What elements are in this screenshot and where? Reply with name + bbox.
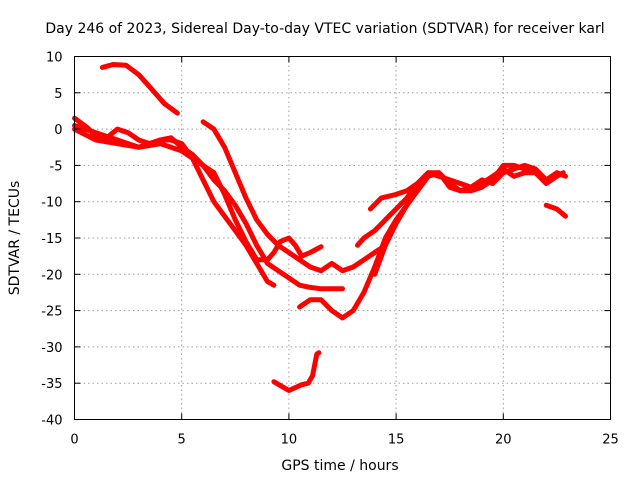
- series-arc-9: [367, 170, 442, 212]
- y-tick-label: 10: [46, 51, 63, 66]
- x-tick-label: 10: [281, 433, 298, 448]
- x-tick-label: 20: [495, 433, 512, 448]
- x-axis-label: GPS time / hours: [281, 458, 398, 474]
- series-arc-7: [355, 166, 566, 248]
- series-arc-11: [271, 350, 322, 393]
- series-group: [72, 62, 568, 393]
- series-arc-4: [72, 123, 277, 288]
- x-tick-label: 25: [602, 433, 619, 448]
- y-tick-label: -15: [41, 232, 62, 247]
- axis-ticks: 0 5 10 15 20 25 -40 -35 -30 -25 -20 -15 -10 -5 0 5 10: [41, 51, 619, 448]
- series-arc-1: [99, 62, 180, 116]
- y-tick-label: 5: [54, 87, 62, 102]
- x-tick-label: 0: [70, 433, 78, 448]
- series-arc-10: [543, 202, 568, 219]
- series-arc-5: [200, 119, 388, 274]
- grid: [74, 56, 611, 420]
- series-arc-2: [72, 115, 345, 292]
- y-tick-label: -35: [41, 377, 62, 392]
- y-tick-label: -20: [41, 268, 62, 283]
- y-tick-label: -10: [41, 196, 62, 211]
- series-arc-8: [372, 162, 568, 277]
- y-tick-label: -25: [41, 305, 62, 320]
- x-tick-label: 5: [178, 433, 186, 448]
- y-tick-label: 0: [54, 123, 62, 138]
- x-tick-label: 15: [388, 433, 405, 448]
- chart-title: Day 246 of 2023, Sidereal Day-to-day VTE…: [45, 21, 604, 37]
- series-arc-3: [72, 126, 324, 263]
- y-axis-label: SDTVAR / TECUs: [7, 181, 23, 296]
- y-tick-label: -40: [41, 414, 62, 429]
- y-tick-label: -5: [50, 159, 63, 174]
- y-tick-label: -30: [41, 341, 62, 356]
